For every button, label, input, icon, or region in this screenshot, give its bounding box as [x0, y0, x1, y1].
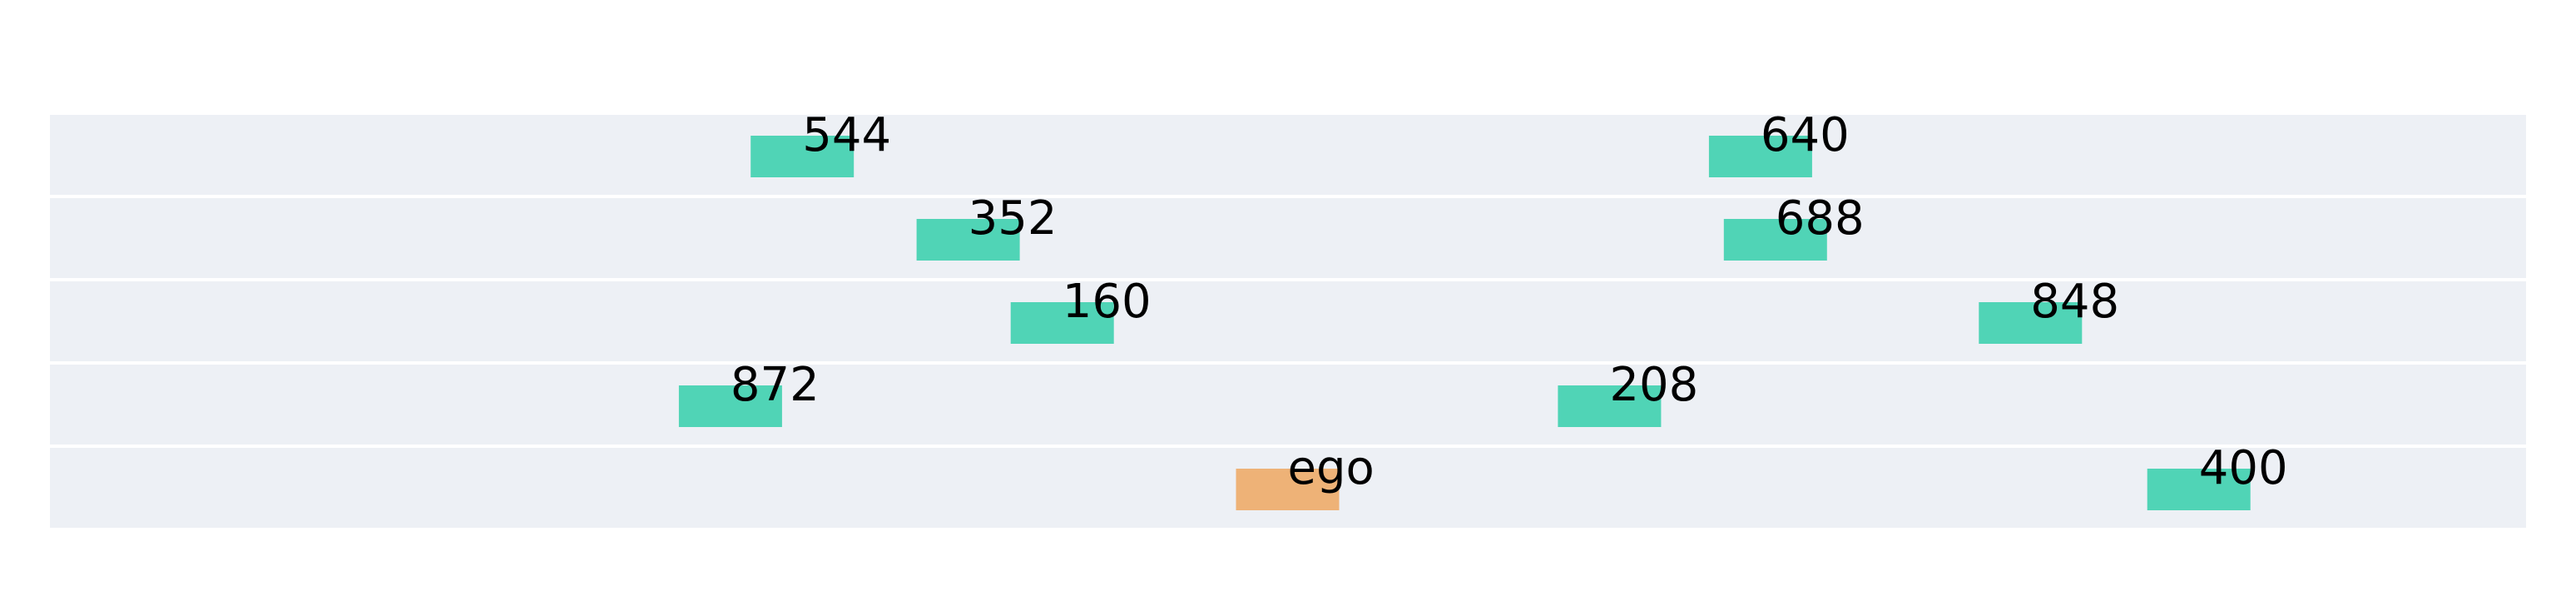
vehicle-label: 352	[968, 191, 1058, 246]
lane-1	[50, 115, 2526, 195]
vehicle-label: ego	[1288, 441, 1375, 495]
vehicle-label: 160	[1063, 275, 1152, 329]
vehicle-box	[916, 219, 1020, 261]
vehicle-box	[1708, 136, 1812, 177]
ego-vehicle-box	[1236, 469, 1340, 510]
vehicle: 872	[678, 358, 820, 427]
vehicle-box	[1010, 302, 1114, 344]
vehicle-label: 208	[1609, 358, 1698, 412]
vehicle: 160	[1010, 275, 1152, 344]
vehicle: 352	[916, 191, 1058, 261]
vehicle-label: 400	[2199, 441, 2288, 495]
vehicle-box	[1723, 219, 1827, 261]
vehicle-box	[1979, 302, 2083, 344]
vehicle: 688	[1723, 191, 1865, 261]
lane-4	[50, 365, 2526, 445]
vehicle: 848	[1979, 275, 2119, 344]
vehicle-box	[1558, 385, 1662, 427]
vehicle-box	[2147, 469, 2251, 510]
vehicle: 544	[751, 108, 891, 177]
vehicle-label: 640	[1761, 108, 1850, 162]
ego-vehicle: ego	[1236, 441, 1375, 510]
vehicle-label: 848	[2030, 275, 2119, 329]
vehicles-layer: 544 640 352 688 160 848 872 208 ego 400	[678, 108, 2288, 510]
vehicle: 640	[1708, 108, 1850, 177]
vehicle: 208	[1558, 358, 1698, 427]
vehicle-box	[751, 136, 855, 177]
vehicle-label: 544	[802, 108, 891, 162]
vehicle-label: 688	[1776, 191, 1865, 246]
lane-3	[50, 281, 2526, 361]
vehicle-label: 872	[731, 358, 820, 412]
lane-2	[50, 198, 2526, 278]
vehicle-box	[678, 385, 782, 427]
vehicle: 400	[2147, 441, 2288, 510]
